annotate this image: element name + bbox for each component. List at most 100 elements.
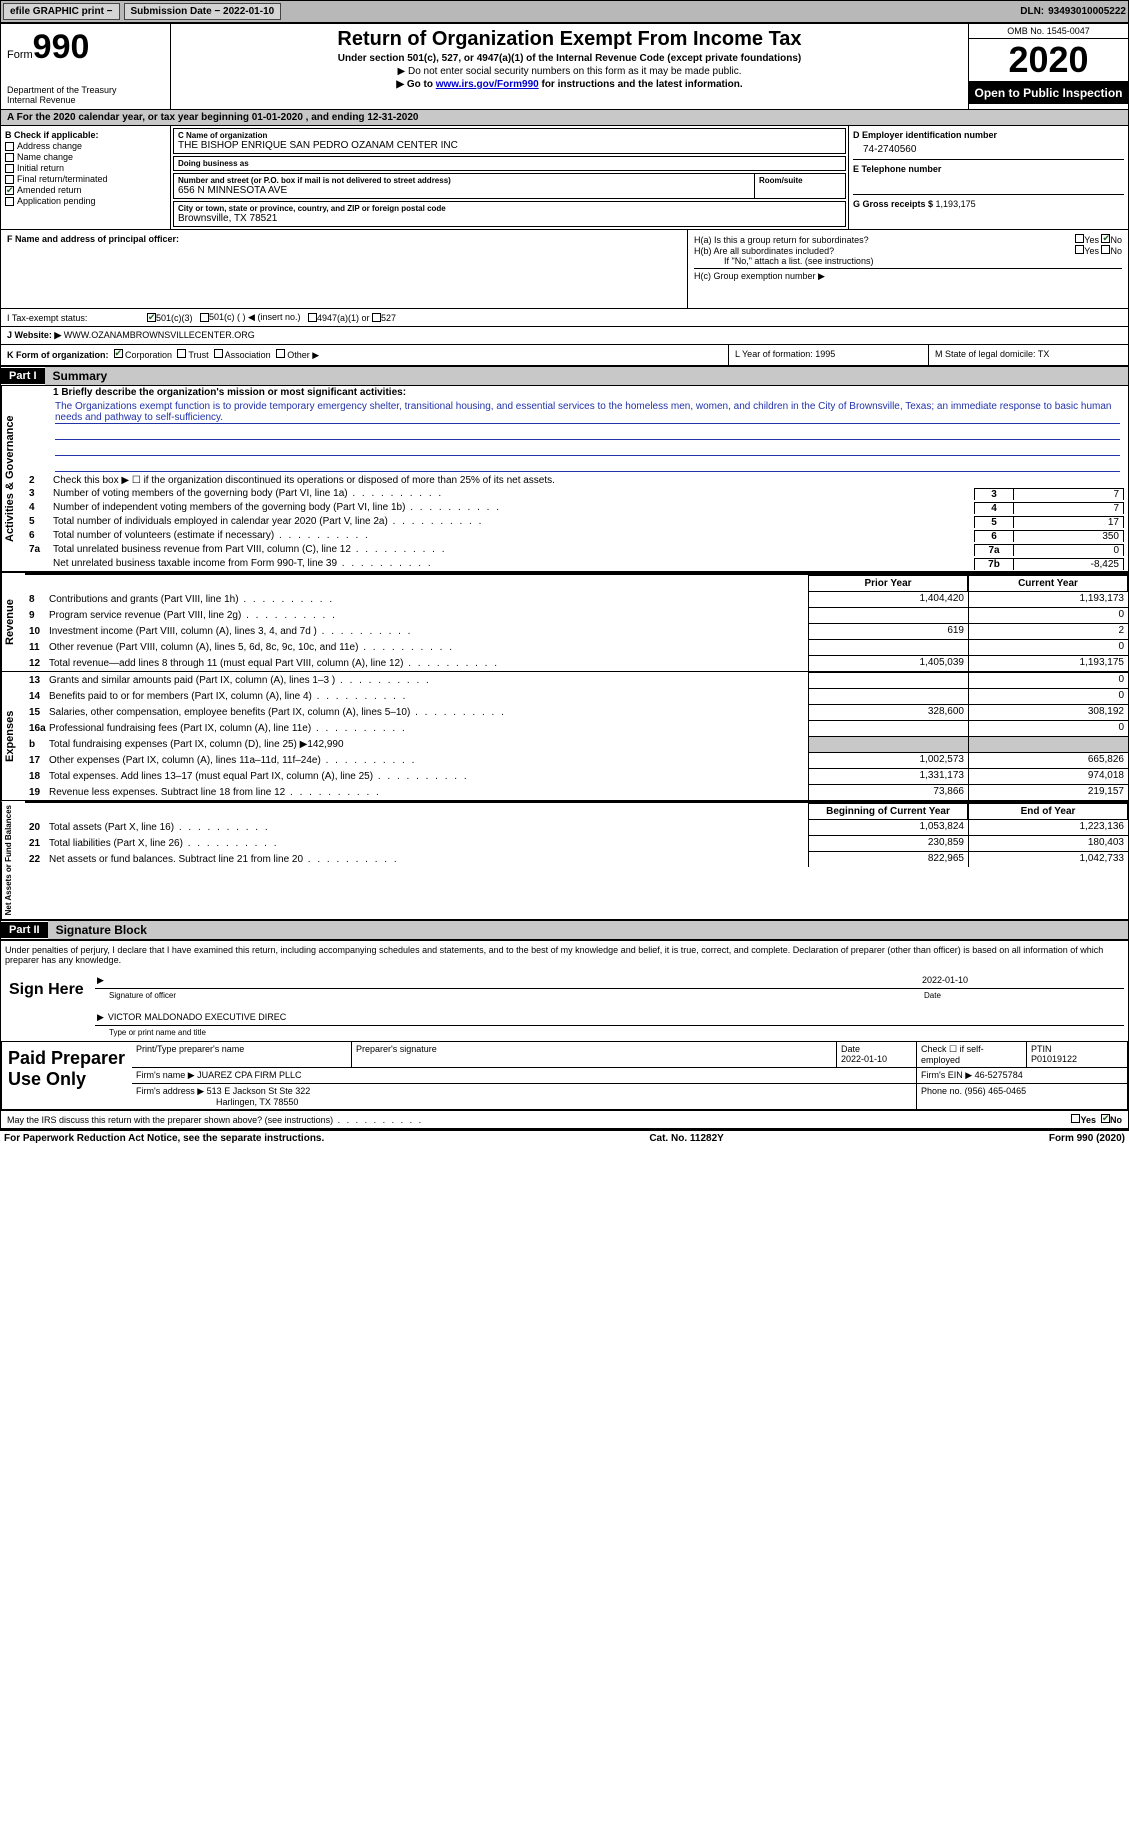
gross-receipts-label: G Gross receipts $ — [853, 199, 936, 209]
discuss-no-checkbox[interactable] — [1101, 1114, 1110, 1123]
section-f-value — [7, 244, 681, 304]
page-footer: For Paperwork Reduction Act Notice, see … — [0, 1129, 1129, 1146]
prior-value: 230,859 — [808, 835, 968, 851]
section-f-label: F Name and address of principal officer: — [7, 234, 179, 244]
checkbox-other[interactable] — [276, 349, 285, 358]
label-assoc: Association — [225, 350, 271, 360]
fh-block: F Name and address of principal officer:… — [1, 229, 1128, 308]
line6-val: 350 — [1014, 530, 1124, 542]
line-text: Benefits paid to or for members (Part IX… — [49, 691, 808, 702]
irs-link[interactable]: www.irs.gov/Form990 — [436, 79, 539, 90]
identity-block: B Check if applicable: Address change Na… — [1, 125, 1128, 229]
prior-value — [808, 639, 968, 655]
label-501c3: 501(c)(3) — [156, 313, 193, 323]
current-value: 0 — [968, 720, 1128, 736]
table-row: 9Program service revenue (Part VIII, lin… — [25, 607, 1128, 623]
line-number: 19 — [25, 787, 49, 798]
line-text: Total fundraising expenses (Part IX, col… — [49, 739, 808, 750]
beg-year-header: Beginning of Current Year — [808, 803, 968, 819]
checkbox-corp[interactable] — [114, 349, 123, 358]
title-cell: Return of Organization Exempt From Incom… — [171, 24, 968, 109]
firm-addr-label: Firm's address ▶ — [136, 1086, 204, 1096]
tax-exempt-label: I Tax-exempt status: — [7, 313, 147, 323]
hb-yes-checkbox[interactable] — [1075, 245, 1084, 254]
form-note1: ▶ Do not enter social security numbers o… — [175, 66, 964, 77]
phone-label: E Telephone number — [853, 164, 941, 174]
current-value: 180,403 — [968, 835, 1128, 851]
checkbox-501c3[interactable] — [147, 313, 156, 322]
prep-date: 2022-01-10 — [841, 1054, 912, 1064]
line3-text: Number of voting members of the governin… — [53, 488, 974, 499]
sig-name-label: Type or print name and title — [95, 1028, 1124, 1037]
efile-print-button[interactable]: efile GRAPHIC print − — [3, 3, 120, 20]
line-number: 21 — [25, 838, 49, 849]
line-text: Investment income (Part VIII, column (A)… — [49, 626, 808, 637]
checkbox-amended-return[interactable] — [5, 186, 14, 195]
end-year-header: End of Year — [968, 803, 1128, 819]
checkbox-assoc[interactable] — [214, 349, 223, 358]
prior-value: 1,404,420 — [808, 591, 968, 607]
prep-date-label: Date — [841, 1044, 912, 1054]
note2-post: for instructions and the latest informat… — [539, 79, 743, 90]
prior-value: 1,405,039 — [808, 655, 968, 671]
m-state-domicile: M State of legal domicile: TX — [928, 345, 1128, 365]
table-row: 14Benefits paid to or for members (Part … — [25, 688, 1128, 704]
checkbox-initial-return[interactable] — [5, 164, 14, 173]
checkbox-527[interactable] — [372, 313, 381, 322]
line-text: Total liabilities (Part X, line 26) — [49, 838, 808, 849]
prior-value — [808, 736, 968, 752]
netassets-section: Net Assets or Fund Balances Beginning of… — [1, 800, 1128, 919]
line-text: Other expenses (Part IX, column (A), lin… — [49, 755, 808, 766]
firm-addr2: Harlingen, TX 78550 — [136, 1097, 912, 1107]
hb-label: H(b) Are all subordinates included? — [694, 246, 1065, 256]
line7b-text: Net unrelated business taxable income fr… — [53, 558, 974, 569]
checkbox-501c[interactable] — [200, 313, 209, 322]
prior-value: 1,053,824 — [808, 819, 968, 835]
footer-left: For Paperwork Reduction Act Notice, see … — [4, 1133, 324, 1144]
line3-num: 3 — [974, 488, 1014, 500]
preparer-block: Paid Preparer Use Only Print/Type prepar… — [1, 1041, 1128, 1110]
org-name: THE BISHOP ENRIQUE SAN PEDRO OZANAM CENT… — [178, 140, 841, 151]
table-row: 12Total revenue—add lines 8 through 11 (… — [25, 655, 1128, 671]
checkbox-address-change[interactable] — [5, 142, 14, 151]
line-text: Revenue less expenses. Subtract line 18 … — [49, 787, 808, 798]
ha-no-checkbox[interactable] — [1101, 234, 1110, 243]
line-number: 9 — [25, 610, 49, 621]
current-value: 2 — [968, 623, 1128, 639]
prep-ptin: P01019122 — [1031, 1054, 1123, 1064]
table-row: 13Grants and similar amounts paid (Part … — [25, 672, 1128, 688]
line7b-num: 7b — [974, 558, 1014, 570]
klm-row: K Form of organization: Corporation Trus… — [1, 344, 1128, 365]
sig-date: 2022-01-10 — [922, 975, 1122, 986]
discuss-text: May the IRS discuss this return with the… — [7, 1115, 1066, 1125]
sig-name: VICTOR MALDONADO EXECUTIVE DIREC — [108, 1012, 286, 1023]
row-a-period: A For the 2020 calendar year, or tax yea… — [1, 109, 1128, 125]
table-row: 16aProfessional fundraising fees (Part I… — [25, 720, 1128, 736]
mission-blank2 — [55, 442, 1120, 456]
checkbox-name-change[interactable] — [5, 153, 14, 162]
current-value: 665,826 — [968, 752, 1128, 768]
line-text: Total assets (Part X, line 16) — [49, 822, 808, 833]
label-amended-return: Amended return — [17, 185, 82, 195]
line5-val: 17 — [1014, 516, 1124, 528]
submission-date-button[interactable]: Submission Date − 2022-01-10 — [124, 3, 282, 20]
website-label: J Website: ▶ — [7, 330, 61, 341]
current-value: 1,042,733 — [968, 851, 1128, 867]
prior-value: 619 — [808, 623, 968, 639]
prep-sig-label: Preparer's signature — [352, 1042, 837, 1067]
form-word: Form — [7, 49, 33, 61]
checkbox-4947[interactable] — [308, 313, 317, 322]
part2-title: Signature Block — [48, 921, 1128, 939]
ha-yes-checkbox[interactable] — [1075, 234, 1084, 243]
dba-label: Doing business as — [178, 159, 841, 168]
line-number: b — [25, 739, 49, 750]
checkbox-final-return[interactable] — [5, 175, 14, 184]
table-row: 8Contributions and grants (Part VIII, li… — [25, 591, 1128, 607]
checkbox-app-pending[interactable] — [5, 197, 14, 206]
open-public-badge: Open to Public Inspection — [969, 82, 1128, 104]
prior-value — [808, 672, 968, 688]
discuss-no-label: No — [1110, 1115, 1122, 1125]
preparer-label: Paid Preparer Use Only — [2, 1042, 132, 1109]
label-name-change: Name change — [17, 152, 73, 162]
checkbox-trust[interactable] — [177, 349, 186, 358]
